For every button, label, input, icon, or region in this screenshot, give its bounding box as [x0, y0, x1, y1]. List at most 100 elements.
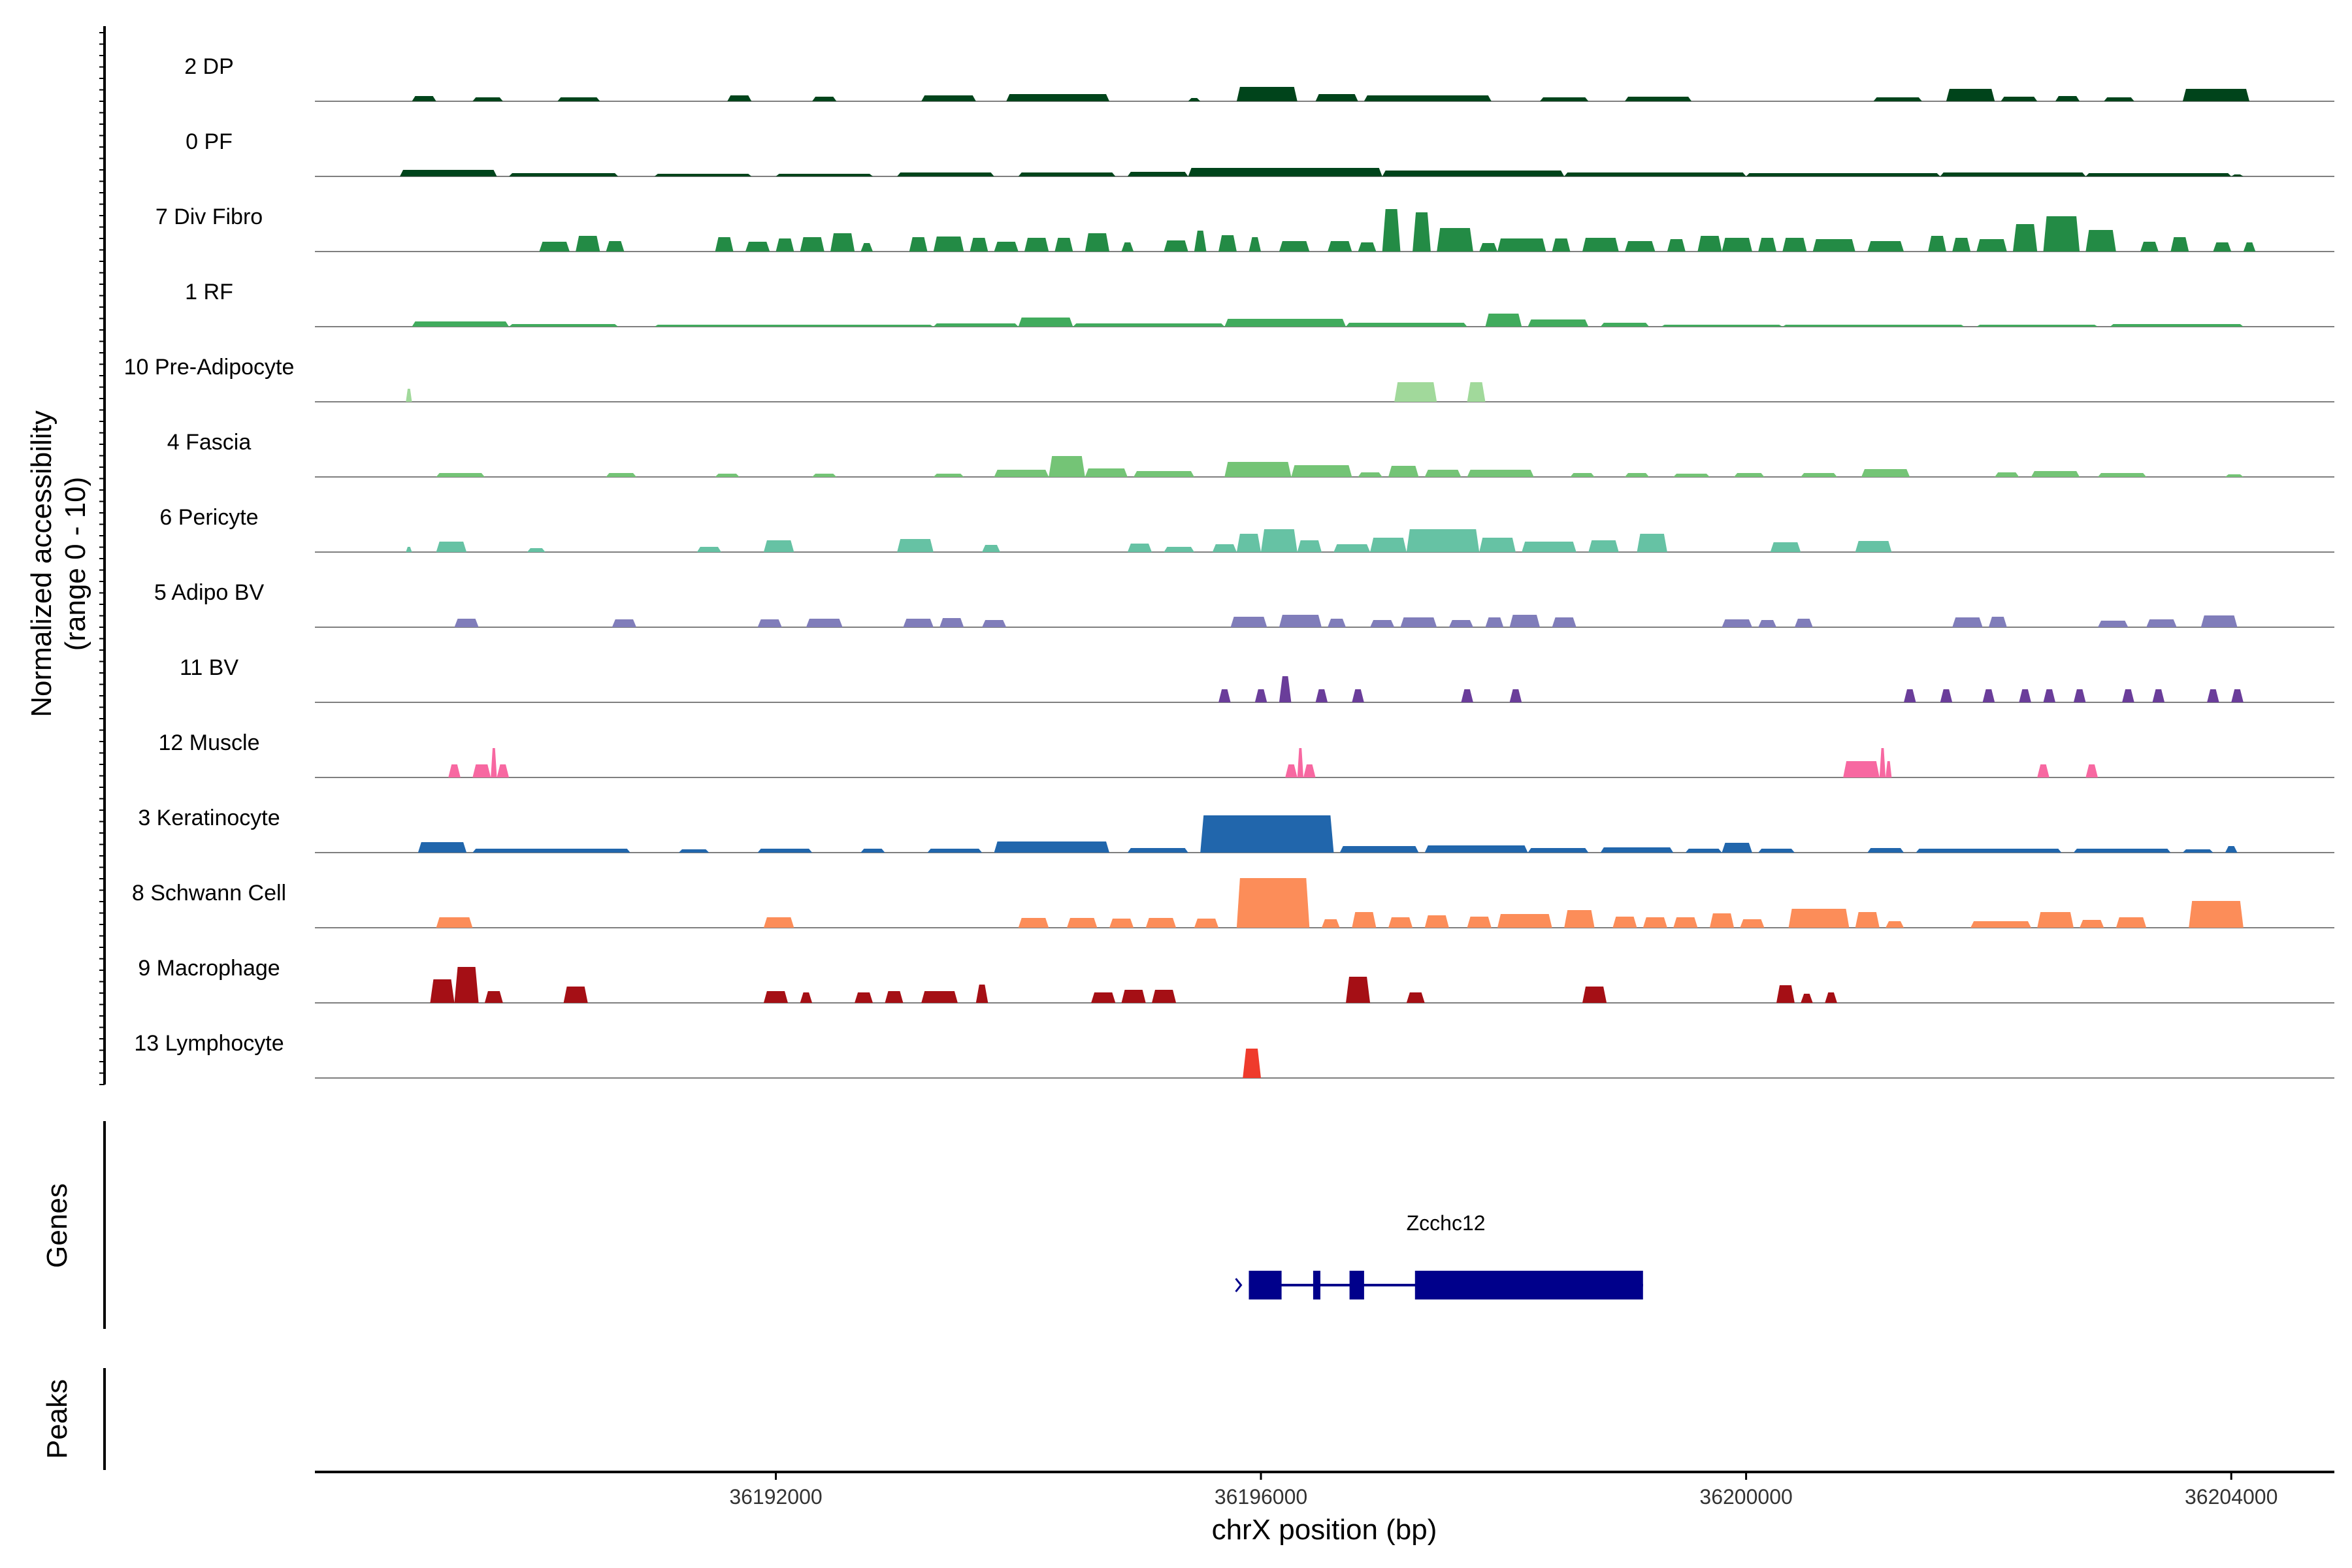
coverage-peak [1018, 918, 1049, 928]
coverage-peak [1370, 538, 1407, 552]
coverage-peak [2182, 89, 2249, 101]
coverage-peak [1297, 540, 1322, 552]
coverage-peak [1904, 689, 1916, 702]
coverage-peak [1091, 992, 1116, 1003]
coverage-peak [982, 620, 1007, 627]
coverage-peak [509, 324, 619, 327]
coverage-peak [2122, 689, 2134, 702]
coverage-peak [1625, 97, 1692, 101]
track-label: 2 DP [184, 54, 234, 79]
coverage-peak [2085, 764, 2098, 777]
coverage-peak [1406, 529, 1480, 552]
coverage-peak [2043, 216, 2080, 252]
track-3: 7 Div Fibro [155, 204, 2334, 252]
y-axis-title-line2: (range 0 - 10) [59, 477, 91, 651]
track-5: 10 Pre-Adipocyte [124, 355, 2334, 402]
coverage-peak [1249, 237, 1261, 252]
coverage-peak [1073, 323, 1225, 327]
coverage-peak [800, 237, 825, 252]
coverage-peak [1218, 689, 1231, 702]
track-2: 0 PF [186, 129, 2334, 177]
coverage-peak [1315, 689, 1328, 702]
coverage-peak [1346, 323, 1467, 327]
coverage-peak [2152, 689, 2165, 702]
coverage-peak [1497, 238, 1546, 252]
coverage-peak [454, 967, 479, 1003]
coverage-peak [1952, 238, 1971, 252]
coverage-peak [2073, 849, 2171, 853]
coverage-peak [715, 237, 734, 252]
coverage-peak [1121, 242, 1134, 252]
coverage-peak [1946, 89, 1995, 101]
coverage-peak [406, 389, 412, 402]
coverage-peak [2085, 230, 2116, 252]
coverage-peak [2231, 689, 2244, 702]
coverage-peak [1722, 619, 1752, 627]
coverage-peak [430, 979, 455, 1003]
coverage-peak [1461, 689, 1473, 702]
coverage-peak [994, 242, 1019, 252]
coverage-peak [1437, 228, 1473, 252]
track-label: 0 PF [186, 129, 233, 154]
coverage-tracks: 2 DP 0 PF 7 Div Fibro 1 RF 10 Pre-Adipocyte 4… [124, 54, 2334, 1079]
x-axis: 36192000 36196000 36200000 36204000 [315, 1471, 2334, 1509]
coverage-peak [1612, 917, 1637, 928]
coverage-peak [757, 619, 782, 627]
track-7: 6 Pericyte [159, 505, 2334, 553]
coverage-peak [1467, 470, 1534, 477]
coverage-peak [612, 619, 636, 627]
coverage-peak [1243, 1049, 1261, 1078]
coverage-peak [2231, 174, 2244, 176]
coverage-peak [1509, 615, 1540, 627]
coverage-peak [994, 841, 1109, 853]
coverage-peak [1600, 323, 1650, 327]
track-label: 10 Pre-Adipocyte [124, 355, 295, 380]
y-axis-title-line1: Normalized accessibility [25, 410, 57, 717]
coverage-peak [1424, 915, 1449, 928]
coverage-peak [1794, 619, 1813, 627]
coverage-peak [975, 985, 988, 1003]
coverage-peak [1479, 538, 1516, 552]
x-tick-label: 36204000 [2185, 1485, 2278, 1509]
track-6: 4 Fascia [167, 430, 2334, 478]
coverage-peak [1236, 534, 1261, 552]
coverage-peak [2104, 97, 2134, 101]
coverage-peak [1801, 994, 1813, 1003]
coverage-peak [2213, 242, 2232, 252]
track-label: 1 RF [185, 280, 233, 304]
coverage-peak [715, 474, 740, 477]
coverage-peak [1382, 171, 1565, 176]
coverage-peak [491, 748, 497, 777]
coverage-peak [509, 173, 619, 176]
coverage-peak [527, 548, 546, 552]
coverage-peak [982, 545, 1000, 552]
coverage-peak [1976, 325, 2098, 327]
coverage-peak [2182, 849, 2213, 853]
track-label: 11 BV [180, 655, 238, 680]
x-tick-label: 36192000 [729, 1485, 822, 1509]
coverage-peak [2115, 917, 2147, 928]
coverage-peak [539, 242, 570, 252]
track-11: 3 Keratinocyte [138, 806, 2334, 853]
coverage-peak [745, 242, 770, 252]
coverage-peak [1625, 241, 1656, 252]
coverage-peak [1054, 238, 1073, 252]
coverage-peak [1152, 990, 1177, 1003]
coverage-peak [1236, 878, 1310, 928]
coverage-peak [763, 991, 788, 1003]
coverage-peak [806, 619, 843, 627]
track-14: 13 Lymphocyte [134, 1031, 2334, 1079]
coverage-peak [2037, 764, 2050, 777]
coverage-peak [1352, 912, 1377, 928]
coverage-peak [1855, 541, 1892, 552]
coverage-peak [2189, 901, 2244, 928]
coverage-peak [1642, 917, 1667, 928]
coverage-peak [1291, 465, 1352, 477]
peaks-panel-title: Peaks [41, 1379, 73, 1459]
coverage-peak [1328, 619, 1346, 627]
coverage-peak [2170, 237, 2189, 252]
coverage-peak [812, 97, 837, 101]
coverage-peak [855, 992, 873, 1003]
x-tick-label: 36196000 [1215, 1485, 1307, 1509]
peaks-panel: Peaks [41, 1368, 106, 1470]
